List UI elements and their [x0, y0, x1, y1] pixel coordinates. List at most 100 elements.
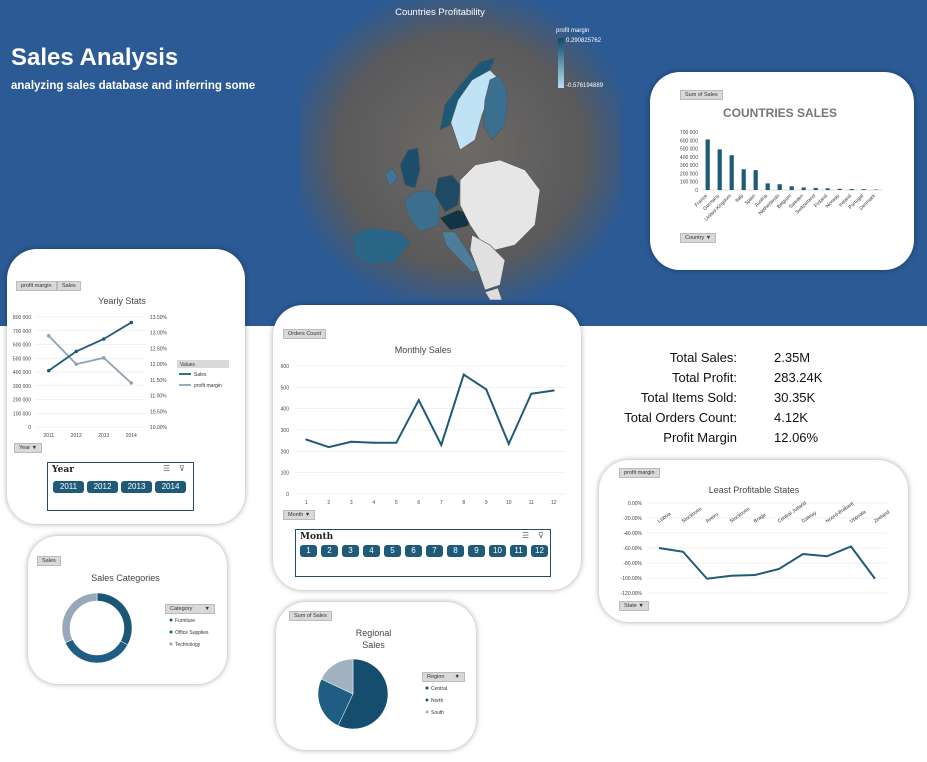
bar[interactable] — [789, 186, 794, 190]
data-point[interactable] — [507, 442, 510, 445]
series-line-sales[interactable] — [48, 321, 132, 372]
legend-label: Office Supplies — [175, 630, 209, 636]
countries-sales-card: Sum of Sales COUNTRIES SALES 700 000 600 … — [650, 72, 914, 270]
country-filter-button[interactable]: Country ▼ — [680, 233, 717, 243]
orders-count-tag[interactable]: Orders Count — [283, 329, 327, 339]
data-point[interactable] — [350, 440, 353, 443]
map-title: Countries Profitability — [395, 7, 485, 18]
month-slicer-item-1[interactable]: 1 — [300, 545, 317, 557]
region-filter-button[interactable]: Region ▼ — [422, 672, 465, 682]
y-left-tick-label: 600 000 — [13, 343, 31, 349]
year-slicer-item-2013[interactable]: 2013 — [121, 481, 152, 493]
month-filter-button[interactable]: Month ▼ — [283, 510, 316, 520]
x-tick-label: 5 — [395, 500, 398, 506]
x-tick-label: Italy — [734, 193, 745, 204]
data-point[interactable] — [462, 373, 465, 376]
clear-filter-icon[interactable]: ⊽ — [179, 464, 185, 473]
bar[interactable] — [861, 189, 866, 190]
month-slicer-item-11[interactable]: 11 — [510, 545, 527, 557]
pie-slice[interactable] — [337, 658, 389, 730]
data-point[interactable] — [101, 337, 106, 341]
data-point[interactable] — [530, 392, 533, 395]
sales-tag[interactable]: Sales — [37, 556, 61, 566]
y-tick-label: 300 000 — [680, 163, 698, 169]
sum-of-sales-tag[interactable]: Sum of Sales — [289, 611, 332, 621]
data-point[interactable] — [395, 441, 398, 444]
y-tick-label: -20.00% — [623, 516, 642, 522]
year-slicer-item-2012[interactable]: 2012 — [87, 481, 118, 493]
legend-header[interactable] — [177, 360, 229, 368]
page-title: Sales Analysis — [11, 44, 179, 71]
month-slicer-item-7[interactable]: 7 — [426, 545, 443, 557]
month-slicer-item-3[interactable]: 3 — [342, 545, 359, 557]
multiselect-icon[interactable]: ☰ — [163, 464, 171, 473]
donut-slice[interactable] — [61, 592, 98, 644]
legend-label: North — [431, 698, 443, 704]
data-point[interactable] — [129, 320, 134, 325]
data-point[interactable] — [46, 334, 51, 338]
data-point[interactable] — [417, 399, 420, 402]
state-filter-button[interactable]: State ▼ — [619, 601, 649, 611]
series-line-profit-margin[interactable] — [48, 335, 132, 384]
map-region-italy[interactable] — [441, 231, 481, 273]
data-point[interactable] — [552, 389, 555, 392]
data-point[interactable] — [372, 441, 375, 444]
year-slicer-item-2014[interactable]: 2014 — [155, 481, 186, 493]
profit-margin-tag[interactable]: profit margin — [619, 468, 660, 478]
data-point[interactable] — [485, 388, 488, 391]
donut-slice[interactable] — [96, 592, 133, 646]
bar[interactable] — [717, 149, 722, 190]
month-slicer-item-12[interactable]: 12 — [531, 545, 548, 557]
series-line[interactable] — [658, 545, 876, 580]
dropdown-arrow-icon: ▼ — [204, 606, 210, 612]
month-slicer-item-10[interactable]: 10 — [489, 545, 506, 557]
bar[interactable] — [729, 155, 734, 190]
bar[interactable] — [765, 183, 770, 190]
bar[interactable] — [837, 188, 842, 190]
donut-slice[interactable] — [64, 639, 129, 664]
month-slicer-item-2[interactable]: 2 — [321, 545, 338, 557]
bar[interactable] — [741, 169, 746, 190]
sum-of-sales-tag[interactable]: Sum of Sales — [680, 90, 723, 100]
year-slicer-item-2011[interactable]: 2011 — [53, 481, 84, 493]
pie-slice[interactable] — [317, 678, 354, 727]
map-region-east[interactable] — [459, 159, 541, 251]
data-point[interactable] — [46, 368, 51, 373]
month-slicer-item-6[interactable]: 6 — [405, 545, 422, 557]
series-line[interactable] — [305, 372, 554, 449]
data-point[interactable] — [74, 362, 79, 366]
bar[interactable] — [825, 188, 830, 190]
month-slicer-item-9[interactable]: 9 — [468, 545, 485, 557]
data-point[interactable] — [74, 349, 79, 354]
data-point[interactable] — [305, 438, 308, 441]
bar[interactable] — [801, 187, 806, 190]
month-slicer-item-8[interactable]: 8 — [447, 545, 464, 557]
category-filter-button[interactable]: Category ▼ — [165, 604, 215, 614]
data-point[interactable] — [129, 381, 134, 385]
month-slicer-item-4[interactable]: 4 — [363, 545, 380, 557]
bar[interactable] — [813, 187, 818, 190]
month-slicer-item-5[interactable]: 5 — [384, 545, 401, 557]
map-region-uk[interactable] — [399, 147, 421, 189]
map-region-iberia[interactable] — [351, 227, 411, 266]
data-point[interactable] — [440, 443, 443, 446]
pie-slice[interactable] — [320, 658, 354, 695]
sales-tag[interactable]: Sales — [57, 281, 81, 291]
map-region-balkans[interactable] — [469, 234, 506, 291]
data-point[interactable] — [101, 356, 106, 360]
map-region-norway[interactable] — [439, 57, 496, 131]
clear-filter-icon[interactable]: ⊽ — [538, 531, 544, 540]
map-region-finland[interactable] — [482, 74, 509, 141]
data-point[interactable] — [327, 446, 330, 449]
year-filter-button[interactable]: Year ▼ — [14, 443, 43, 453]
y-tick-label: 100 — [281, 471, 290, 477]
map-region-ireland[interactable] — [384, 167, 399, 187]
profit-margin-tag[interactable]: profit margin — [16, 281, 57, 291]
bar[interactable] — [705, 139, 710, 190]
bar[interactable] — [849, 189, 854, 190]
bar[interactable] — [753, 170, 758, 190]
europe-profitability-map[interactable] — [300, 0, 622, 301]
multiselect-icon[interactable]: ☰ — [522, 531, 530, 540]
bar[interactable] — [777, 184, 782, 190]
sales-categories-title: Sales Categories — [91, 573, 160, 583]
